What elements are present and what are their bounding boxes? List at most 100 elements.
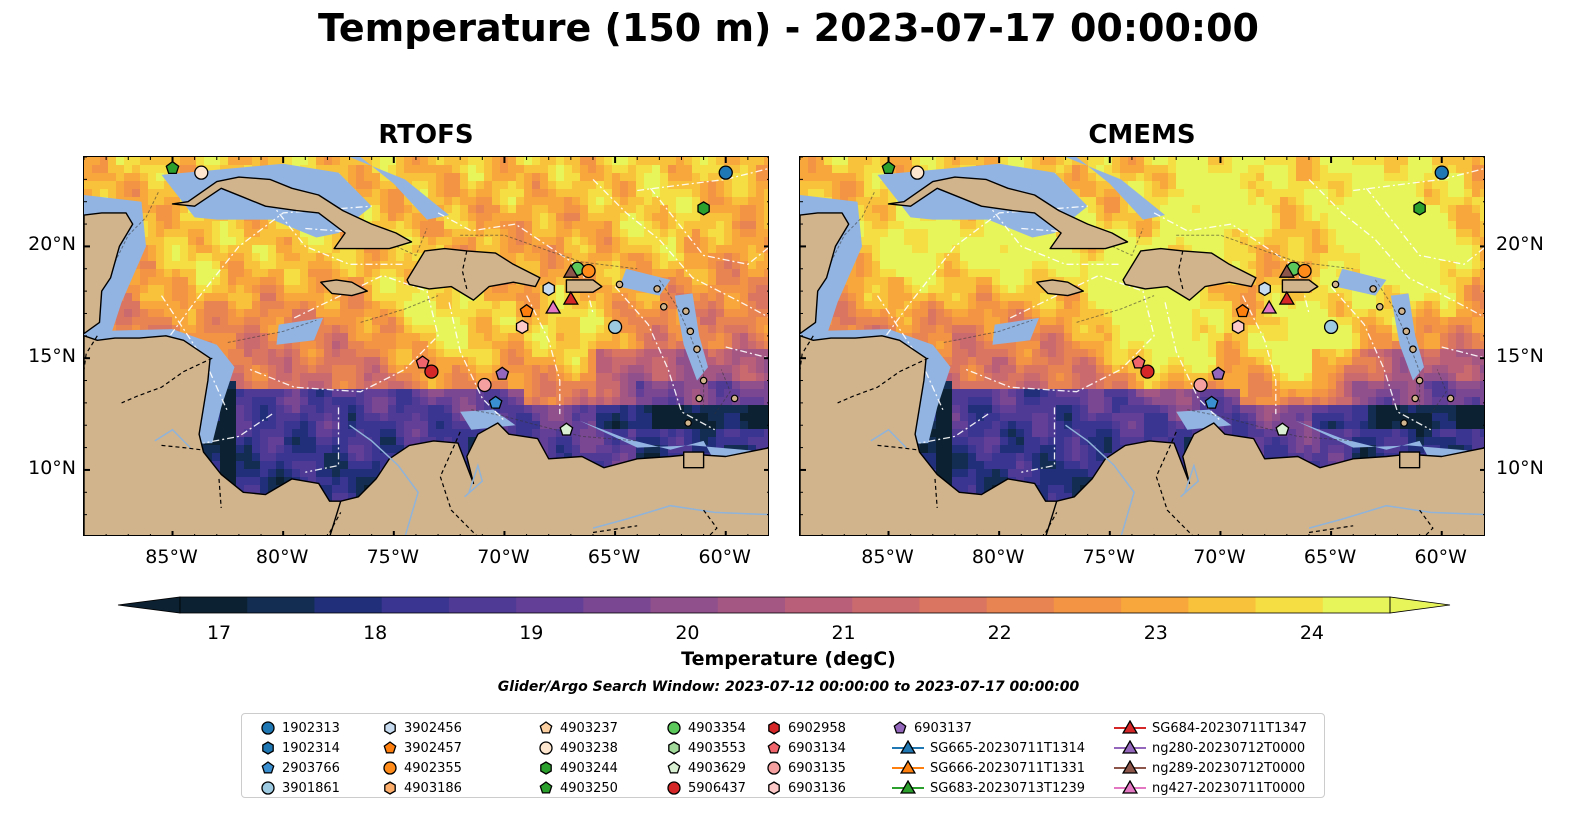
colorbar-segment — [247, 597, 315, 613]
eez-line — [614, 286, 716, 431]
contour-line — [460, 234, 638, 270]
island — [1398, 307, 1406, 316]
marker-4903244 — [697, 201, 710, 216]
legend-marker-icon — [668, 741, 680, 755]
colorbar-segment — [1053, 597, 1122, 613]
eez-line — [249, 274, 439, 393]
marker-4903244 — [1413, 201, 1426, 216]
eez-line — [1021, 407, 1056, 473]
legend-marker — [383, 741, 397, 754]
land-cuba — [887, 176, 1129, 250]
legend-marker-icon — [383, 741, 397, 754]
island — [1400, 419, 1408, 427]
legend-marker-icon — [261, 721, 275, 735]
marker-6903134 — [415, 355, 430, 369]
marker-5906437 — [1140, 364, 1155, 379]
legend-marker-icon — [768, 781, 780, 795]
legend-marker — [768, 721, 780, 735]
legend-item-label: 1902314 — [282, 740, 340, 756]
legend-item-label: 1902313 — [282, 720, 340, 736]
legend-marker — [667, 781, 681, 795]
marker-4903250 — [165, 160, 180, 175]
shelf-area — [1021, 157, 1166, 220]
island — [1402, 327, 1411, 336]
legend-marker — [667, 761, 681, 774]
land-puertoRico — [565, 279, 603, 293]
legend-marker — [540, 761, 552, 775]
legend-marker — [668, 741, 680, 755]
legend-triangle — [899, 760, 917, 774]
contour-line — [105, 190, 160, 281]
land-jamaica — [320, 279, 368, 297]
lon-tick-label: 60°W — [698, 546, 751, 568]
legend-marker — [893, 721, 907, 734]
legend-marker — [767, 741, 781, 754]
marker-5906437 — [424, 364, 439, 379]
frame-ticks — [800, 157, 1484, 535]
colorbar-extend-high — [1389, 596, 1451, 614]
legend-item: SG683-20230713T1239 — [892, 778, 1085, 798]
legend-item-label: ng289-20230712T0000 — [1152, 760, 1306, 776]
colorbar-segment — [583, 597, 652, 613]
colorbar-segment — [1322, 597, 1391, 613]
legend-marker-icon — [1114, 720, 1146, 734]
legend-item-label: 4903244 — [560, 760, 618, 776]
river — [349, 424, 419, 535]
legend-marker — [262, 741, 274, 755]
border-line — [1045, 512, 1058, 533]
legend-marker — [384, 781, 396, 795]
legend-marker-icon — [1114, 780, 1146, 794]
land-trinidad — [683, 451, 705, 469]
colorbar-tick-label: 21 — [831, 622, 856, 644]
marker-4902355 — [581, 263, 596, 279]
eez-line — [1330, 286, 1432, 431]
land-southAmerica — [329, 422, 768, 535]
legend-marker — [261, 781, 275, 795]
legend-marker-icon — [892, 740, 924, 754]
island — [684, 419, 692, 427]
legend-item-label: ng280-20230712T0000 — [1152, 740, 1306, 756]
island — [1411, 394, 1419, 403]
island — [730, 394, 739, 403]
marker-1902313 — [718, 165, 733, 180]
legend-item: 6903134 — [766, 738, 846, 758]
marker-6903136 — [515, 319, 529, 335]
legend-marker-icon — [539, 721, 553, 734]
legend-item: 4902355 — [382, 758, 462, 778]
map-layers — [84, 157, 768, 535]
legend-item: SG665-20230711T1314 — [892, 738, 1085, 758]
rtofs-map-panel[interactable] — [83, 156, 769, 536]
legend-marker-icon — [384, 721, 396, 735]
eez-line — [919, 413, 989, 444]
lat-tick-label: 20°N — [28, 233, 76, 256]
marker-2903766 — [1204, 395, 1219, 409]
eez-line — [1242, 295, 1277, 415]
colorbar-segment — [717, 597, 786, 613]
legend-item-label: 5906437 — [688, 780, 746, 796]
cmems-map-panel[interactable] — [799, 156, 1485, 536]
marker-2903766 — [488, 395, 503, 409]
island — [1369, 285, 1377, 293]
marker-4902355 — [1297, 263, 1312, 279]
land-centralAmericaE — [84, 335, 342, 535]
shelf-area — [276, 317, 323, 345]
lon-tick-label: 60°W — [1414, 546, 1467, 568]
shelf-area — [674, 293, 708, 381]
eez-line — [965, 274, 1155, 393]
shelf-area — [460, 409, 516, 430]
marker-3902456 — [1258, 281, 1271, 297]
contour-line — [821, 190, 876, 281]
legend-item-label: SG683-20230713T1239 — [930, 780, 1086, 796]
river — [870, 428, 907, 449]
border-line — [592, 525, 638, 534]
legend-item-label: 4903237 — [560, 720, 618, 736]
lon-tick-label: 75°W — [366, 546, 420, 568]
legend-item-label: ng427-20230711T0000 — [1152, 780, 1306, 796]
lesser-antilles — [1331, 280, 1455, 427]
country-borders — [84, 250, 718, 535]
legend-item-label: 3902456 — [404, 720, 462, 736]
lon-tick-label: 65°W — [587, 546, 641, 568]
marker-3901861 — [607, 319, 623, 335]
eez-line — [305, 407, 340, 473]
legend-item-label: 4903250 — [560, 780, 618, 796]
